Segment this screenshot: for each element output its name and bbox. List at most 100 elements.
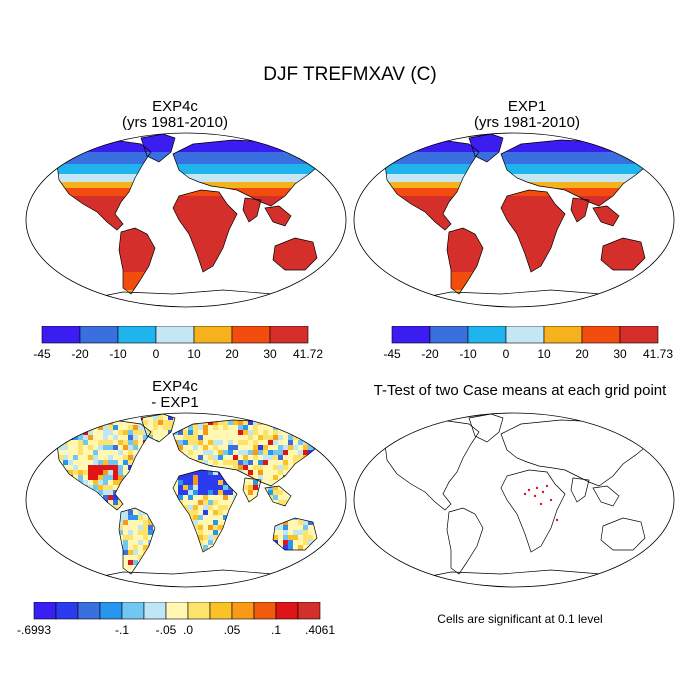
diff-cell [243,540,248,545]
diff-cell [33,420,38,425]
diff-cell [93,440,98,445]
significant-cell [541,490,545,494]
diff-cell [318,515,323,520]
diff-cell [238,530,243,535]
diff-cell [38,470,43,475]
diff-cell [143,500,148,505]
diff-cell [278,525,283,530]
colorbar-swatch [505,326,545,344]
diff-cell [113,530,118,535]
diff-cell [88,530,93,535]
diff-cell [93,460,98,465]
diff-cell [183,515,188,520]
diff-cell [108,414,113,415]
diff-cell [323,415,328,420]
diff-cell [78,420,83,425]
diff-cell [308,510,313,515]
diff-cell [263,425,268,430]
diff-cell [193,435,198,440]
diff-cell [133,414,138,415]
diff-cell [118,440,123,445]
diff-cell [268,445,273,450]
diff-cell [178,560,183,565]
diff-cell [158,425,163,430]
diff-cell [213,510,218,515]
diff-cell [103,450,108,455]
diff-cell [153,500,158,505]
diff-cell [313,460,318,465]
diff-cell [298,445,303,450]
diff-cell [188,510,193,515]
diff-cell [348,540,349,545]
diff-cell [243,414,248,415]
diff-cell [318,535,323,540]
temperature-band [57,152,323,164]
diff-cell [208,495,213,500]
diff-cell [203,475,208,480]
diff-cell [58,455,63,460]
diff-cell [243,430,248,435]
diff-cell [48,420,53,425]
diff-cell [153,545,158,550]
diff-cell [153,495,158,500]
colorbar-swatch [619,326,659,344]
diff-cell [68,565,73,570]
diff-cell [328,485,333,490]
diff-cell [278,540,283,545]
diff-cell [263,430,268,435]
diff-cell [303,414,308,415]
diff-cell [88,525,93,530]
diff-cell [238,500,243,505]
diff-cell [28,485,33,490]
diff-cell [333,490,338,495]
diff-cell [258,495,263,500]
diff-cell [33,565,38,570]
diff-cell [328,415,333,420]
diff-cell [98,465,103,470]
diff-cell [193,445,198,450]
diff-cell [43,495,48,500]
diff-cell [63,495,68,500]
diff-cell [318,435,323,440]
diff-cell [308,430,313,435]
diff-cell [248,490,253,495]
diff-cell [108,520,113,525]
diff-cell [238,455,243,460]
diff-cell [73,505,78,510]
diff-cell [313,515,318,520]
diff-cell [343,545,348,550]
diff-cell [148,490,153,495]
diff-cell [143,435,148,440]
diff-cell [163,510,168,515]
diff-cell [133,480,138,485]
diff-cell [213,450,218,455]
diff-cell [278,420,283,425]
diff-cell [158,470,163,475]
colorbar-label: -20 [71,347,89,361]
diff-cell [303,490,308,495]
diff-cell [168,425,173,430]
diff-cell [123,440,128,445]
diff-cell [168,565,173,570]
temperature-band [385,174,651,182]
diff-cell [168,525,173,530]
diff-cell [273,535,278,540]
diff-cell [123,555,128,560]
diff-cell [343,555,348,560]
map-ttest [353,412,675,588]
diff-cell [143,445,148,450]
diff-cell [213,495,218,500]
diff-cell [163,480,168,485]
diff-cell [118,465,123,470]
diff-cell [253,540,258,545]
diff-cell [323,495,328,500]
diff-cell [83,445,88,450]
diff-cell [133,545,138,550]
diff-cell [298,520,303,525]
diff-cell [208,555,213,560]
diff-cell [93,495,98,500]
diff-cell [33,425,38,430]
colorbar-label: 20 [225,347,239,361]
diff-cell [143,525,148,530]
diff-cell [188,435,193,440]
